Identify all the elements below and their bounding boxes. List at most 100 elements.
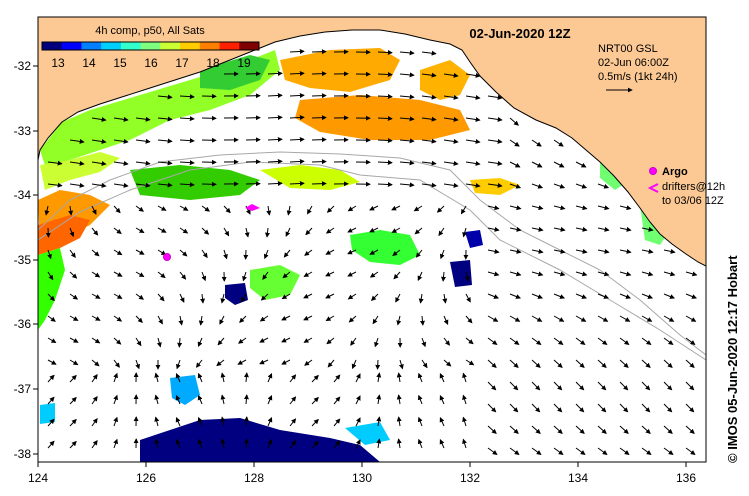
current-arrow	[223, 249, 228, 260]
current-arrow	[487, 226, 500, 232]
current-arrow	[619, 315, 631, 322]
current-arrow	[417, 416, 423, 427]
current-arrow	[47, 293, 55, 302]
current-arrow	[347, 205, 357, 212]
current-arrow	[242, 271, 247, 282]
current-arrow	[69, 227, 75, 238]
current-arrow	[641, 447, 652, 455]
current-arrow	[575, 205, 588, 211]
current-arrow	[439, 439, 445, 449]
current-arrow	[487, 160, 503, 166]
current-arrow	[307, 205, 313, 215]
current-arrow	[113, 293, 123, 299]
current-arrow	[267, 71, 283, 77]
current-arrow	[47, 374, 55, 383]
current-arrow	[641, 337, 652, 345]
current-arrow	[69, 359, 79, 366]
current-arrow	[91, 374, 98, 383]
current-arrow	[443, 182, 459, 188]
current-arrow	[91, 205, 97, 215]
current-arrow	[575, 425, 585, 434]
colorbar-tick: 15	[113, 56, 127, 70]
current-arrow	[156, 337, 162, 348]
current-arrow	[509, 425, 519, 434]
current-arrow	[399, 116, 415, 122]
current-arrow	[575, 271, 588, 277]
current-arrow	[443, 116, 459, 122]
current-arrow	[619, 337, 630, 345]
current-arrow	[69, 440, 77, 449]
current-arrow	[509, 226, 522, 232]
current-arrow	[575, 226, 588, 232]
x-tick-label: 132	[460, 471, 480, 485]
current-arrow	[509, 248, 522, 254]
current-arrow	[197, 416, 203, 427]
x-tick-label: 136	[676, 471, 696, 485]
current-arrow	[355, 439, 361, 449]
current-arrow	[421, 72, 437, 78]
current-arrow	[178, 315, 184, 326]
colorbar-title: 4h comp, p50, All Sats	[95, 25, 205, 37]
current-arrow	[509, 381, 519, 391]
current-arrow	[281, 315, 291, 321]
colorbar-tick: 13	[51, 56, 65, 70]
current-arrow	[157, 271, 166, 279]
current-arrow	[135, 205, 144, 212]
current-arrow	[333, 418, 341, 427]
current-arrow	[220, 416, 226, 427]
current-arrow	[243, 394, 249, 405]
current-arrow	[377, 159, 393, 165]
current-arrow	[531, 381, 541, 391]
current-arrow	[376, 372, 382, 383]
current-arrow	[597, 403, 607, 413]
current-arrow	[347, 249, 357, 255]
current-arrow	[575, 403, 585, 413]
imos-credit: © IMOS 05-Jun-2020 12:17 Hobart	[725, 255, 740, 463]
colorbar-frame	[41, 41, 260, 51]
current-arrow	[267, 159, 283, 165]
current-arrow	[531, 226, 544, 232]
colorbar-swatch	[120, 42, 142, 50]
current-arrow	[487, 182, 503, 188]
current-arrow	[685, 447, 696, 455]
current-arrow	[619, 205, 632, 211]
current-arrow	[438, 227, 445, 237]
colorbar-swatch	[180, 42, 201, 50]
current-arrow	[223, 205, 231, 214]
current-arrow	[157, 315, 163, 325]
current-arrow	[531, 425, 541, 434]
current-arrow	[377, 181, 393, 187]
current-arrow	[347, 227, 357, 233]
drifters-label-line1: drifters@12h	[662, 181, 725, 193]
colorbar-swatch	[219, 42, 240, 50]
current-arrow	[421, 50, 437, 56]
colorbar-tick: 16	[144, 56, 158, 70]
colorbar-swatch	[160, 42, 181, 50]
current-arrow	[355, 373, 361, 383]
current-arrow	[135, 160, 151, 166]
current-arrow	[531, 139, 542, 147]
current-arrow	[531, 248, 544, 254]
current-arrow	[47, 160, 63, 166]
current-arrow	[179, 116, 195, 122]
current-arrow	[417, 372, 423, 383]
current-arrow	[267, 395, 273, 405]
current-arrow	[553, 271, 566, 277]
current-arrow	[441, 271, 447, 282]
current-arrow	[619, 425, 629, 434]
current-arrow	[597, 337, 608, 345]
current-arrow	[641, 359, 651, 368]
current-arrow	[267, 373, 273, 383]
current-arrow	[597, 293, 609, 299]
current-arrow	[175, 373, 181, 383]
colorbar-swatch	[140, 42, 161, 50]
x-tick-label: 128	[244, 471, 264, 485]
x-tick-label: 124	[28, 471, 48, 485]
current-arrow	[91, 359, 100, 367]
current-arrow	[91, 139, 107, 144]
current-arrow	[47, 396, 55, 405]
current-arrow	[289, 159, 305, 165]
current-arrow	[289, 49, 305, 55]
current-arrow	[575, 447, 586, 455]
current-arrow	[597, 271, 610, 277]
